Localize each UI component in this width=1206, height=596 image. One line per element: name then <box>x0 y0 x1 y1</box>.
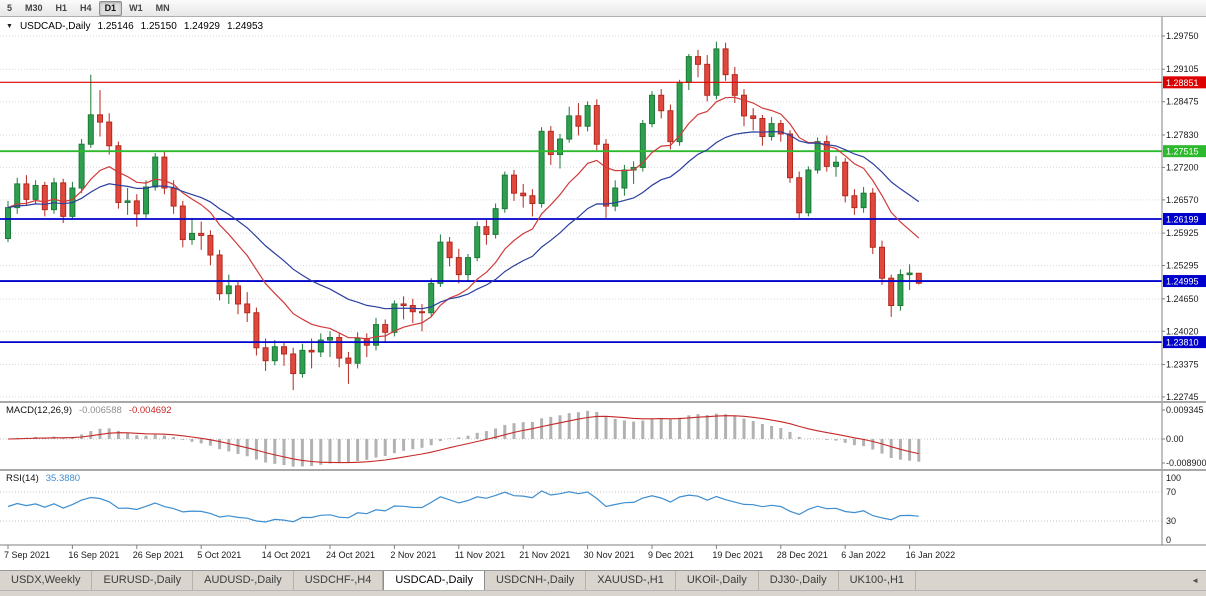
chart-tab-dj30-daily[interactable]: DJ30-,Daily <box>759 571 839 590</box>
svg-text:19 Dec 2021: 19 Dec 2021 <box>712 550 763 560</box>
svg-text:14 Oct 2021: 14 Oct 2021 <box>262 550 311 560</box>
svg-text:1.27515: 1.27515 <box>1166 147 1199 157</box>
chart-tab-eurusd-daily[interactable]: EURUSD-,Daily <box>92 571 194 590</box>
status-strip <box>0 590 1206 596</box>
svg-text:1.27830: 1.27830 <box>1166 130 1199 140</box>
fast-ma-line <box>7 96 920 340</box>
svg-text:1.26199: 1.26199 <box>1166 214 1199 224</box>
svg-text:1.25925: 1.25925 <box>1166 228 1199 238</box>
chart-tab-xauusd-h1[interactable]: XAUUSD-,H1 <box>586 571 676 590</box>
svg-text:1.28475: 1.28475 <box>1166 97 1199 107</box>
moving-average-lines <box>7 96 920 340</box>
price-tag-1.27515 <box>1163 145 1206 158</box>
svg-text:1.24995: 1.24995 <box>1166 277 1199 287</box>
svg-text:21 Nov 2021: 21 Nov 2021 <box>519 550 570 560</box>
svg-text:1.24650: 1.24650 <box>1166 294 1199 304</box>
timeframe-button-m30[interactable]: M30 <box>19 1 49 16</box>
svg-text:1.29750: 1.29750 <box>1166 31 1199 41</box>
chart-tab-usdx-weekly[interactable]: USDX,Weekly <box>0 571 93 590</box>
timeframe-button-mn[interactable]: MN <box>150 1 176 16</box>
panel-separators[interactable] <box>0 401 1206 471</box>
price-tag-1.26199 <box>1163 212 1206 225</box>
svg-text:9 Dec 2021: 9 Dec 2021 <box>648 550 694 560</box>
svg-text:1.26570: 1.26570 <box>1166 195 1199 205</box>
svg-text:1.25295: 1.25295 <box>1166 261 1199 271</box>
svg-text:0.009345: 0.009345 <box>1166 405 1204 415</box>
price-chart-canvas[interactable]: 1.29750 1.29105 1.28475 1.27830 1.27200 1.265… <box>0 17 1206 570</box>
rsi-panel <box>0 490 1162 523</box>
svg-text:-0.008900: -0.008900 <box>1166 458 1206 468</box>
svg-text:1.23810: 1.23810 <box>1166 338 1199 348</box>
svg-text:100: 100 <box>1166 473 1181 483</box>
svg-text:1.24020: 1.24020 <box>1166 326 1199 336</box>
svg-text:70: 70 <box>1166 487 1176 497</box>
svg-text:24 Oct 2021: 24 Oct 2021 <box>326 550 375 560</box>
timeframe-button-h1[interactable]: H1 <box>50 1 74 16</box>
chart-tab-usdchf-h4[interactable]: USDCHF-,H4 <box>294 571 384 590</box>
svg-text:16 Sep 2021: 16 Sep 2021 <box>68 550 119 560</box>
horizontal-level-lines[interactable] <box>0 81 1162 344</box>
macd-signal-line <box>7 415 919 464</box>
chart-tab-uk100-h1[interactable]: UK100-,H1 <box>839 571 917 590</box>
chart-tab-usdcad-daily[interactable]: USDCAD-,Daily <box>383 571 485 590</box>
price-tag-1.23810 <box>1163 336 1206 349</box>
svg-text:26 Sep 2021: 26 Sep 2021 <box>133 550 184 560</box>
svg-text:2 Nov 2021: 2 Nov 2021 <box>390 550 436 560</box>
svg-text:5 Oct 2021: 5 Oct 2021 <box>197 550 241 560</box>
svg-text:6 Jan 2022: 6 Jan 2022 <box>841 550 886 560</box>
macd-panel-separator <box>0 401 1206 403</box>
chart-tab-bar: USDX,Weekly EURUSD-,Daily AUDUSD-,Daily USD… <box>0 570 1206 590</box>
price-tag-1.28851 <box>1163 76 1206 89</box>
svg-text:0.00: 0.00 <box>1166 434 1184 444</box>
rsi-line <box>7 490 919 523</box>
svg-text:0: 0 <box>1166 535 1171 545</box>
chart-tab-audusd-daily[interactable]: AUDUSD-,Daily <box>193 571 294 590</box>
svg-text:30 Nov 2021: 30 Nov 2021 <box>584 550 635 560</box>
svg-text:1.27200: 1.27200 <box>1166 162 1199 172</box>
date-axis: 7 Sep 2021 16 Sep 2021 26 Sep 2021 5 Oct 20… <box>0 544 1206 560</box>
svg-text:1.23375: 1.23375 <box>1166 360 1199 370</box>
timeframe-button-d1[interactable]: D1 <box>98 0 123 16</box>
svg-text:7 Sep 2021: 7 Sep 2021 <box>4 550 50 560</box>
rsi-panel-separator <box>0 469 1206 471</box>
svg-text:1.22745: 1.22745 <box>1166 392 1199 402</box>
timeframe-button-5[interactable]: 5 <box>1 1 18 16</box>
price-tag-1.24995 <box>1163 275 1206 288</box>
svg-text:1.29105: 1.29105 <box>1166 64 1199 74</box>
svg-text:28 Dec 2021: 28 Dec 2021 <box>777 550 828 560</box>
macd-panel <box>0 410 1162 467</box>
chart-area: 1.29750 1.29105 1.28475 1.27830 1.27200 1.265… <box>0 17 1206 570</box>
tab-scroll-left-icon[interactable]: ◄ <box>1191 576 1199 585</box>
svg-text:16 Jan 2022: 16 Jan 2022 <box>906 550 956 560</box>
chart-tab-usdcnh-daily[interactable]: USDCNH-,Daily <box>485 571 587 590</box>
slow-ma-line <box>7 130 920 310</box>
timeframe-button-w1[interactable]: W1 <box>123 1 149 16</box>
candlestick-series <box>5 41 922 391</box>
chart-tab-ukoil-daily[interactable]: UKOil-,Daily <box>676 571 759 590</box>
svg-text:11 Nov 2021: 11 Nov 2021 <box>455 550 505 560</box>
price-axis: 1.29750 1.29105 1.28475 1.27830 1.27200 1.265… <box>1161 17 1206 545</box>
timeframe-button-h4[interactable]: H4 <box>74 1 98 16</box>
svg-text:30: 30 <box>1166 516 1176 526</box>
svg-text:1.28851: 1.28851 <box>1166 78 1199 88</box>
timeframe-toolbar: 5 M30 H1 H4 D1 W1 MN <box>0 0 1206 17</box>
